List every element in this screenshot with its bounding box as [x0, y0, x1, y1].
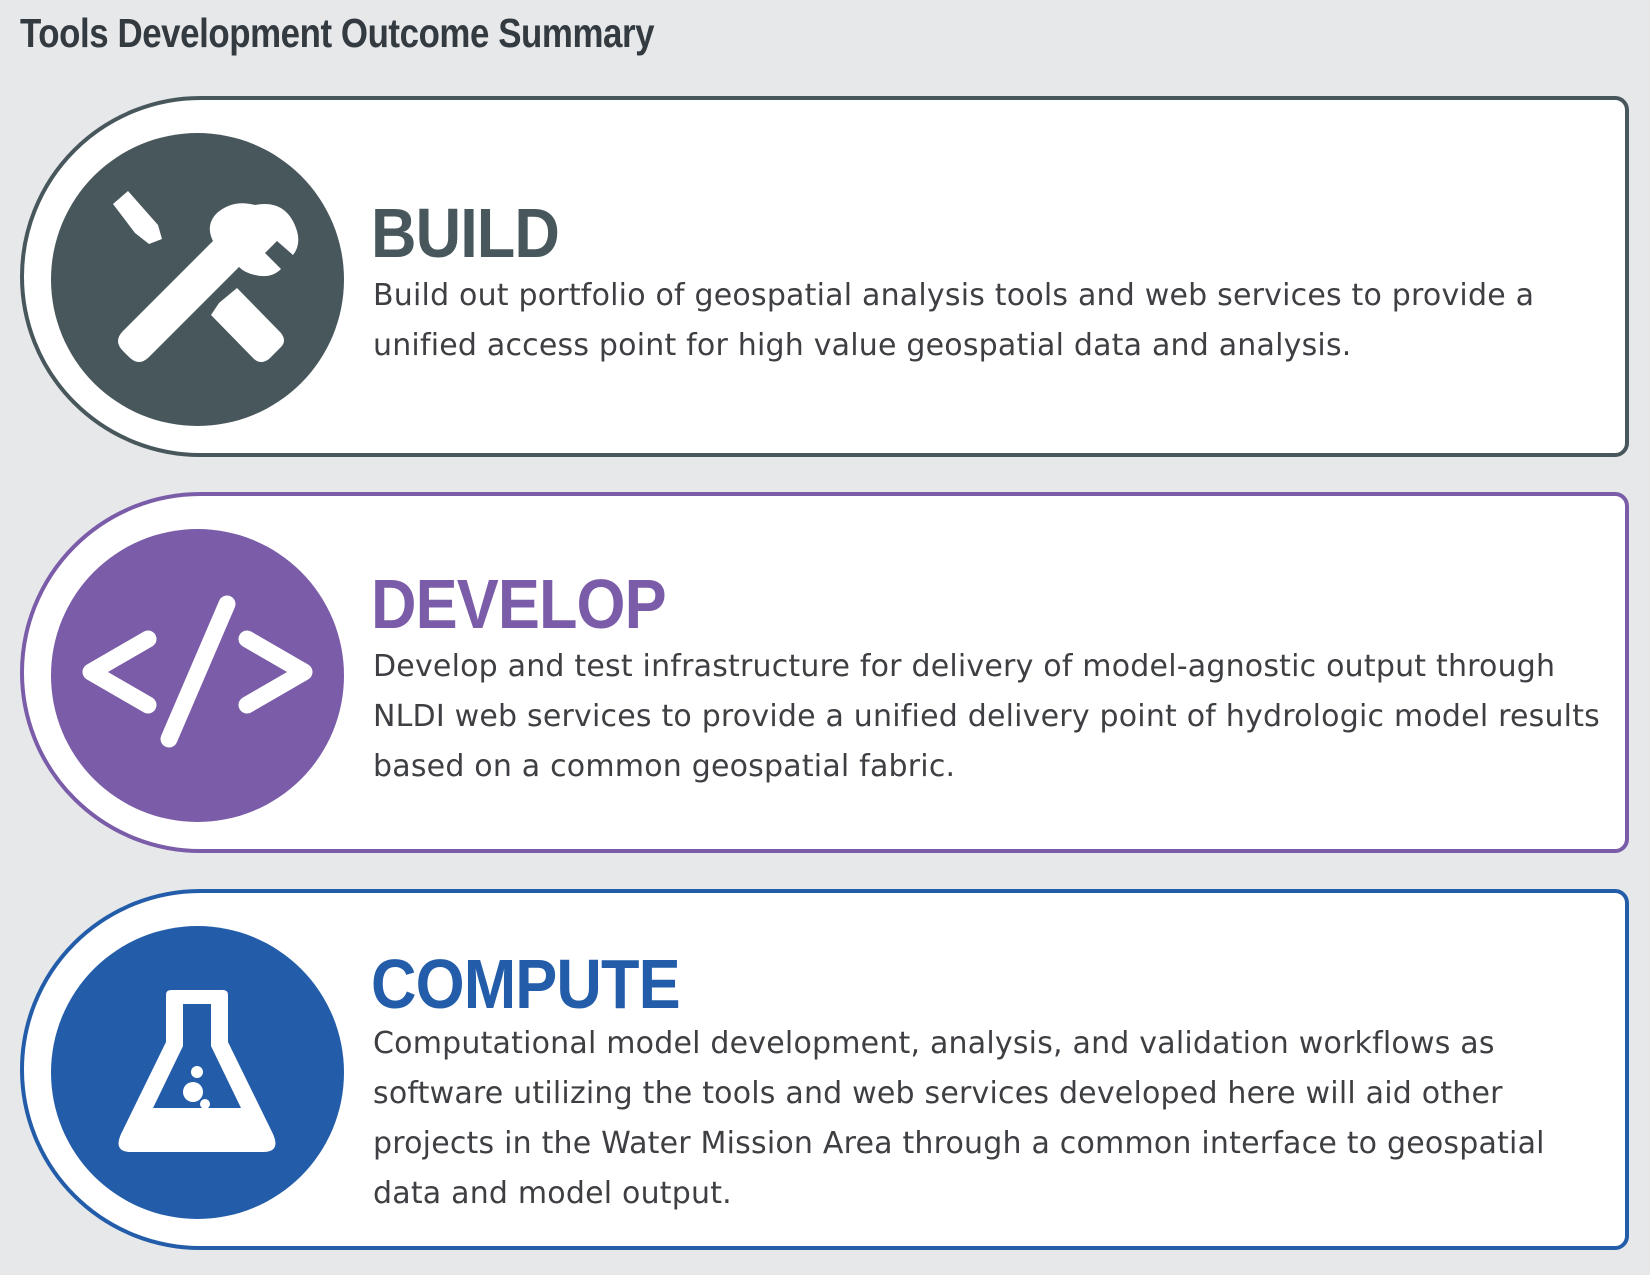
- build-icon-circle: [51, 133, 344, 426]
- develop-icon-circle: [51, 529, 344, 822]
- card-description-compute: Computational model development, analysi…: [373, 1026, 1545, 1211]
- code-brackets-icon: [82, 595, 313, 748]
- card-heading-develop: DEVELOP: [371, 565, 667, 643]
- card-heading-compute: COMPUTE: [371, 945, 681, 1023]
- flask-icon: [118, 990, 276, 1152]
- card-compute: COMPUTE Computational model development,…: [20, 889, 1629, 1250]
- card-build: BUILD Build out portfolio of geospatial …: [20, 96, 1629, 457]
- compute-icon-circle: [51, 926, 344, 1219]
- card-develop: DEVELOP Develop and test infrastructure …: [20, 492, 1629, 853]
- card-heading-build: BUILD: [371, 194, 560, 272]
- card-description-develop: Develop and test infrastructure for deli…: [373, 649, 1600, 784]
- card-description-build: Build out portfolio of geospatial analys…: [373, 278, 1535, 363]
- page-title: Tools Development Outcome Summary: [20, 10, 655, 56]
- wrench-screwdriver-icon: [113, 191, 299, 362]
